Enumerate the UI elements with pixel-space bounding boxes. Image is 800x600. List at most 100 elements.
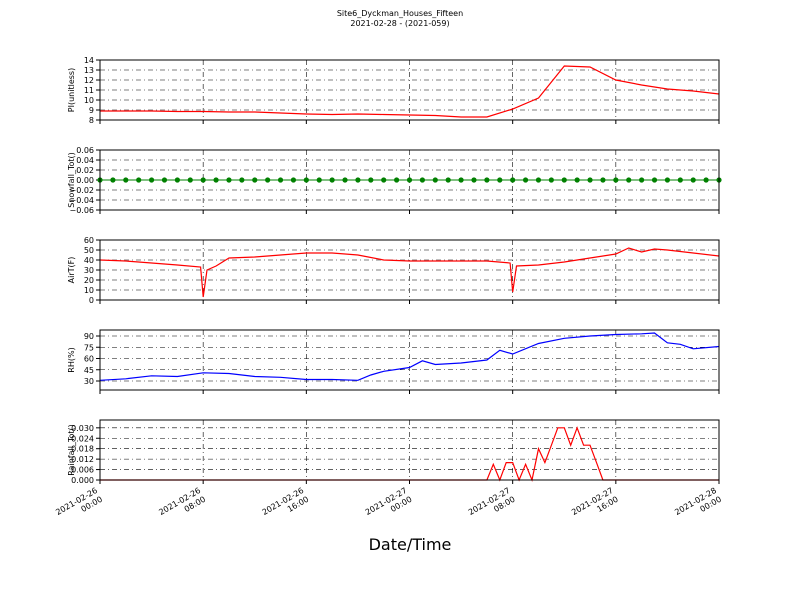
point xyxy=(174,177,180,183)
point xyxy=(664,177,671,183)
y-axis-label: RH(%) xyxy=(67,347,76,372)
point xyxy=(187,177,193,183)
x-tick-label: 2021-02-2608:00 xyxy=(157,486,207,526)
y-tick-label: 0.018 xyxy=(71,445,94,454)
y-tick-label: 11 xyxy=(84,86,94,95)
y-tick-label: 90 xyxy=(84,332,94,341)
point xyxy=(316,177,322,183)
point xyxy=(587,177,593,183)
x-tick-label: 2021-02-2716:00 xyxy=(570,486,620,526)
point xyxy=(123,177,129,183)
y-axis-label: Snowfall_Tot() xyxy=(67,152,76,208)
y-tick-label: 13 xyxy=(84,66,94,75)
point xyxy=(484,177,490,183)
x-tick-label: 2021-02-2708:00 xyxy=(467,486,517,526)
point xyxy=(510,177,516,183)
x-tick-label: 2021-02-2700:00 xyxy=(364,486,414,526)
point xyxy=(252,177,258,183)
y-tick-label: 0.06 xyxy=(76,146,94,155)
y-tick-label: 0.024 xyxy=(71,434,94,443)
y-tick-label: 0.012 xyxy=(71,455,94,464)
y-tick-label: 0.00 xyxy=(76,176,94,185)
point xyxy=(406,177,413,183)
point xyxy=(394,177,400,183)
point xyxy=(548,177,554,183)
y-tick-label: 20 xyxy=(84,276,94,285)
y-tick-label: −0.06 xyxy=(69,206,94,215)
y-axis-label: Rainfall_Tot() xyxy=(67,424,76,476)
y-tick-label: 30 xyxy=(84,377,94,386)
point xyxy=(213,177,219,183)
y-tick-label: 0.006 xyxy=(71,466,94,475)
point xyxy=(677,177,683,183)
y-tick-label: 0.02 xyxy=(76,166,94,175)
y-tick-label: 45 xyxy=(84,366,94,375)
point xyxy=(355,177,361,183)
y-tick-label: 50 xyxy=(84,246,94,255)
point xyxy=(381,177,387,183)
y-axis-label: PI(unitless) xyxy=(67,68,76,112)
point xyxy=(226,177,232,183)
y-tick-label: −0.04 xyxy=(69,196,94,205)
x-axis-label: Date/Time xyxy=(369,535,452,554)
point xyxy=(703,177,709,183)
point xyxy=(136,177,142,183)
point xyxy=(277,177,284,183)
point xyxy=(600,177,606,183)
y-tick-label: 75 xyxy=(84,343,94,352)
plot-frame xyxy=(99,329,720,391)
point xyxy=(342,177,348,183)
y-tick-label: 9 xyxy=(89,106,94,115)
point xyxy=(522,177,529,183)
y-tick-label: 0.030 xyxy=(71,424,94,433)
x-tick-label: 2021-02-2800:00 xyxy=(673,486,723,526)
point xyxy=(303,177,309,183)
y-tick-label: −0.02 xyxy=(69,186,94,195)
point xyxy=(161,177,168,183)
point xyxy=(626,177,632,183)
y-tick-label: 30 xyxy=(84,266,94,275)
point xyxy=(651,177,658,183)
point xyxy=(561,177,567,183)
y-tick-label: 10 xyxy=(84,96,94,105)
point xyxy=(329,177,335,183)
y-axis-label: AirT(F) xyxy=(67,257,76,284)
series-line xyxy=(100,426,719,483)
chart-title: Site6_Dyckman_Houses_Fifteen xyxy=(337,9,463,18)
point xyxy=(613,177,619,183)
point xyxy=(419,177,425,183)
series-line xyxy=(100,65,720,118)
point xyxy=(368,177,374,183)
plot-frame xyxy=(99,419,720,481)
point xyxy=(639,177,645,183)
y-tick-label: 14 xyxy=(84,56,94,65)
y-tick-label: 40 xyxy=(84,256,94,265)
point xyxy=(471,177,477,183)
plot-frame xyxy=(99,59,720,121)
point xyxy=(574,177,580,183)
point xyxy=(290,177,297,183)
point xyxy=(432,177,438,183)
point xyxy=(535,177,542,183)
chart-subtitle: 2021-02-28 - (2021-059) xyxy=(350,19,449,28)
series-line xyxy=(99,332,720,381)
y-tick-label: 10 xyxy=(84,286,94,295)
point xyxy=(148,177,155,183)
point xyxy=(200,177,206,183)
y-tick-label: 0.04 xyxy=(76,156,94,165)
point xyxy=(445,177,451,183)
x-tick-label: 2021-02-2600:00 xyxy=(54,486,104,526)
point xyxy=(239,177,245,183)
series-line xyxy=(99,247,720,298)
y-tick-label: 60 xyxy=(84,355,94,364)
y-tick-label: 0.000 xyxy=(71,476,94,485)
point xyxy=(458,177,464,183)
x-tick-label: 2021-02-2616:00 xyxy=(261,486,311,526)
y-tick-label: 60 xyxy=(84,236,94,245)
plot-frame xyxy=(99,239,720,301)
y-tick-label: 8 xyxy=(89,116,94,125)
point xyxy=(110,177,116,183)
point xyxy=(690,177,696,183)
